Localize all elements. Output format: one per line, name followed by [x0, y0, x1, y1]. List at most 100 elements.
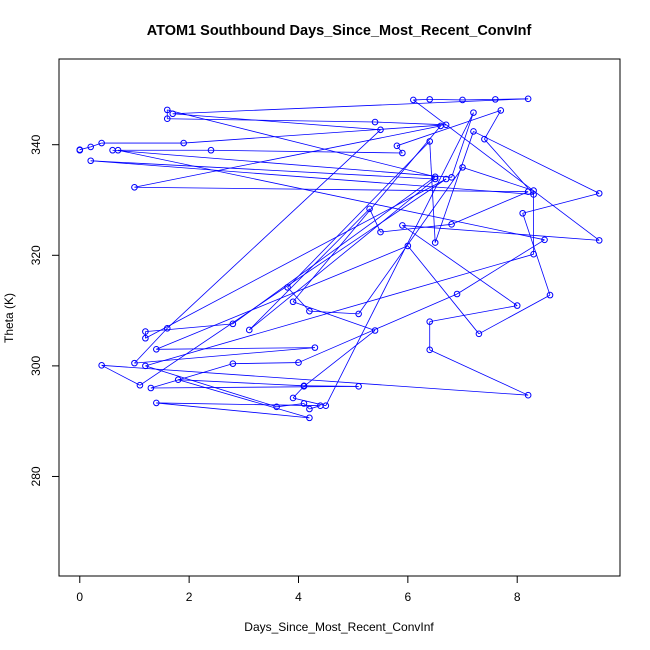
series-segment: [429, 141, 436, 243]
y-axis: 280 300 320 340: [29, 134, 60, 486]
plot-frame: [58, 58, 621, 577]
y-axis-label: Theta (K): [2, 293, 16, 343]
data-point: [519, 209, 526, 217]
x-axis-label: Days_Since_Most_Recent_ConvInf: [244, 620, 434, 634]
series-segment: [484, 138, 534, 195]
data-point: [136, 381, 144, 389]
data-point: [377, 228, 384, 236]
data-point: [229, 360, 237, 367]
data-point: [497, 107, 505, 114]
series-segment: [156, 347, 315, 350]
series-segment: [375, 121, 447, 126]
series-layer: [76, 95, 603, 422]
series-segment: [462, 98, 496, 101]
x-tick-label: 0: [76, 590, 83, 604]
x-tick-label: 8: [514, 590, 521, 604]
data-point: [426, 96, 434, 103]
data-point: [87, 157, 95, 165]
series-segment: [434, 131, 474, 243]
data-point: [163, 115, 171, 123]
series-segment: [150, 385, 359, 389]
series-segment: [134, 328, 168, 364]
data-point: [513, 302, 521, 309]
series-segment: [303, 403, 310, 410]
series-segment: [522, 192, 600, 214]
data-point: [311, 344, 319, 351]
series-segment: [167, 109, 436, 178]
series-segment: [145, 323, 233, 332]
series-segment: [287, 141, 431, 288]
series-segment: [292, 301, 376, 331]
data-point: [459, 96, 466, 104]
series-segment: [172, 98, 529, 115]
series-segment: [156, 402, 321, 407]
x-tick-label: 4: [295, 590, 302, 604]
series-segment: [402, 225, 600, 241]
series-segment: [134, 125, 441, 188]
data-point: [530, 250, 537, 258]
data-point: [530, 191, 537, 198]
data-point: [295, 359, 302, 366]
data-point: [371, 118, 379, 126]
data-point: [355, 383, 362, 390]
data-point: [245, 326, 253, 334]
x-tick-label: 2: [186, 590, 193, 604]
series-segment: [183, 124, 447, 144]
data-point: [431, 175, 439, 183]
data-point: [180, 139, 187, 147]
data-point: [306, 414, 313, 422]
data-point: [87, 143, 95, 151]
data-point: [595, 237, 603, 244]
data-point: [273, 403, 280, 411]
data-point: [595, 190, 603, 197]
data-point: [109, 146, 116, 154]
data-point: [306, 405, 313, 413]
data-point: [76, 146, 84, 153]
data-point: [546, 291, 554, 299]
data-point: [475, 330, 483, 338]
data-point: [492, 96, 499, 103]
series-segment: [413, 99, 600, 241]
series-segment: [90, 160, 436, 180]
chart-title: ATOM1 Southbound Days_Since_Most_Recent_…: [147, 23, 532, 39]
data-point: [153, 345, 160, 353]
series-segment: [249, 178, 436, 331]
series-segment: [407, 245, 480, 335]
data-point: [426, 318, 434, 325]
series-segment: [150, 363, 233, 389]
y-tick-label: 320: [29, 245, 43, 265]
data-point: [289, 298, 297, 306]
data-point: [174, 376, 182, 384]
data-point: [524, 95, 532, 103]
data-point: [300, 383, 308, 390]
data-point: [366, 205, 373, 213]
data-point: [169, 110, 177, 118]
data-point: [404, 242, 412, 250]
data-point: [399, 149, 406, 157]
series-segment: [90, 160, 534, 195]
data-point: [322, 402, 330, 409]
data-point: [459, 164, 466, 171]
data-point: [355, 310, 362, 318]
data-point: [142, 328, 149, 335]
series-segment: [369, 208, 381, 233]
series-segment: [429, 98, 463, 101]
series-segment: [101, 364, 529, 396]
data-point: [377, 126, 384, 134]
series-segment: [484, 110, 502, 140]
series-segment: [456, 239, 545, 295]
series-segment: [287, 287, 310, 312]
series-segment: [79, 146, 91, 151]
data-point: [453, 290, 461, 298]
series-segment: [298, 293, 458, 363]
series-segment: [473, 131, 600, 194]
series-segment: [292, 125, 441, 302]
series-segment: [402, 225, 518, 306]
data-point: [163, 324, 171, 332]
data-point: [131, 183, 138, 191]
data-point: [306, 307, 313, 315]
series-segment: [90, 142, 102, 148]
series-segment: [429, 349, 529, 396]
series-segment: [211, 149, 403, 154]
